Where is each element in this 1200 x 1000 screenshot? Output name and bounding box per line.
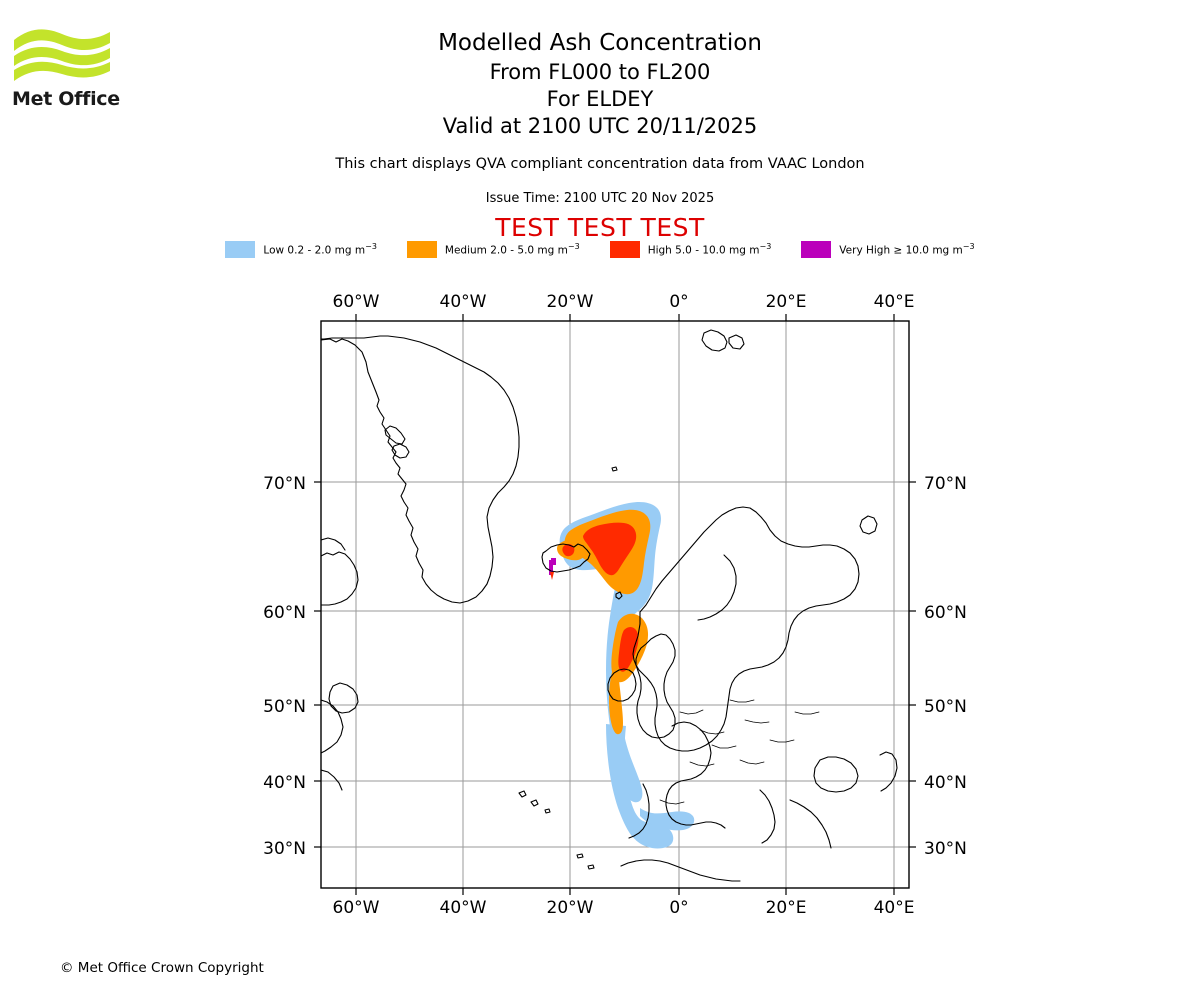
legend-swatch-high <box>609 241 640 258</box>
ytick-label-right-40: 40°N <box>924 773 967 793</box>
legend-label-high: High 5.0 - 10.0 mg m−3 <box>647 242 772 257</box>
legend-swatch-medium <box>406 241 437 258</box>
plume-high-source-red <box>550 572 554 580</box>
coastline-azores-3 <box>544 808 551 814</box>
xtick-label-top-4: 20°E <box>766 292 807 312</box>
ytick-label-right-60: 60°N <box>924 603 967 623</box>
coastline-scandinavia <box>632 506 860 752</box>
legend-item-very-high: Very High ≥ 10.0 mg m−3 <box>801 241 975 258</box>
map-coastlines <box>321 329 898 882</box>
plume-low-hook <box>640 808 695 831</box>
xtick-label-top-1: 40°W <box>440 292 487 312</box>
coastline-west-europe <box>665 721 726 829</box>
xtick-label-bottom-0: 60°W <box>333 898 380 918</box>
xtick-label-bottom-4: 20°E <box>766 898 807 918</box>
ash-plume <box>549 502 695 849</box>
coastline-faroes <box>615 591 623 600</box>
coastline-canaries <box>587 864 595 870</box>
coastline-baltic <box>697 554 737 621</box>
plume-high-east <box>583 522 637 576</box>
copyright-notice: © Met Office Crown Copyright <box>60 960 264 976</box>
coastline-ireland <box>607 668 637 702</box>
plume-medium-neck <box>609 670 623 735</box>
coastline-mediterranean-east <box>789 799 832 849</box>
coastline-north-africa <box>620 859 741 882</box>
title-block: Modelled Ash Concentration From FL000 to… <box>0 28 1200 140</box>
coastline-black-sea <box>813 756 859 793</box>
coastline-italy <box>759 789 776 844</box>
legend-item-low: Low 0.2 - 2.0 mg m−3 <box>225 241 377 258</box>
issue-time: Issue Time: 2100 UTC 20 Nov 2025 <box>485 191 715 206</box>
plume-very-high-source-2 <box>551 558 556 565</box>
coastline-canada-labrador <box>321 551 359 606</box>
ytick-label-right-50: 50°N <box>924 697 967 717</box>
coastline-newfoundland <box>328 682 359 714</box>
title-volcano: For ELDEY <box>546 87 654 111</box>
coastline-svalbard-2 <box>728 334 745 350</box>
met-office-logo: Met Office <box>12 26 132 116</box>
map-border <box>320 320 910 889</box>
xtick-label-bottom-2: 20°W <box>547 898 594 918</box>
plume-low-tail <box>606 724 674 849</box>
coastline-great-britain <box>635 633 676 739</box>
coastline-iberia <box>628 783 650 839</box>
legend-item-high: High 5.0 - 10.0 mg m−3 <box>609 241 772 258</box>
coastline-usa-east <box>321 769 343 791</box>
coastline-madeira <box>576 853 584 859</box>
coastline-white-sea <box>859 515 878 535</box>
title-flight-levels: From FL000 to FL200 <box>489 60 711 84</box>
title-valid-time: Valid at 2100 UTC 20/11/2025 <box>442 114 758 138</box>
ytick-label-left-30: 30°N <box>263 839 306 859</box>
xtick-label-top-2: 20°W <box>547 292 594 312</box>
ytick-label-right-30: 30°N <box>924 839 967 859</box>
logo-text: Met Office <box>12 88 120 110</box>
ytick-label-left-40: 40°N <box>263 773 306 793</box>
coastline-greenland-island <box>391 443 410 459</box>
ytick-label-right-70: 70°N <box>924 474 967 494</box>
legend: Low 0.2 - 2.0 mg m−3 Medium 2.0 - 5.0 mg… <box>0 241 1200 258</box>
legend-item-medium: Medium 2.0 - 5.0 mg m−3 <box>406 241 580 258</box>
legend-label-low: Low 0.2 - 2.0 mg m−3 <box>263 242 377 257</box>
plume-high-iceland <box>562 543 575 557</box>
coastline-svalbard <box>701 329 728 352</box>
legend-label-medium: Medium 2.0 - 5.0 mg m−3 <box>444 242 580 257</box>
map-ticks <box>314 314 916 895</box>
legend-label-very-high: Very High ≥ 10.0 mg m−3 <box>839 242 975 257</box>
page-title: Modelled Ash Concentration <box>438 30 762 56</box>
map-gridlines <box>321 321 909 888</box>
ytick-label-left-70: 70°N <box>263 474 306 494</box>
legend-swatch-very-high <box>801 241 832 258</box>
chart-subtitle: This chart displays QVA compliant concen… <box>335 156 865 172</box>
coastline-greenland-fjords <box>384 425 406 445</box>
coastline-azores-2 <box>530 799 539 807</box>
coastline-greenland <box>321 335 520 604</box>
xtick-label-top-3: 0° <box>669 292 688 312</box>
coastline-north-america-east <box>321 699 344 754</box>
xtick-label-top-0: 60°W <box>333 292 380 312</box>
coastline-jan-mayen <box>611 466 618 472</box>
xtick-label-bottom-3: 0° <box>669 898 688 918</box>
xtick-label-bottom-1: 40°W <box>440 898 487 918</box>
ytick-label-left-60: 60°N <box>263 603 306 623</box>
coastline-iceland <box>541 543 591 573</box>
test-banner: TEST TEST TEST <box>495 213 705 242</box>
coastline-caspian <box>879 751 898 792</box>
xtick-label-bottom-5: 40°E <box>874 898 915 918</box>
coastline-azores-1 <box>518 790 527 798</box>
ytick-label-left-50: 50°N <box>263 697 306 717</box>
plume-high-south <box>618 627 639 672</box>
coastline-canada-north <box>321 537 346 551</box>
map-borders <box>659 699 820 805</box>
met-office-waves-icon <box>14 29 110 81</box>
xtick-label-top-5: 40°E <box>874 292 915 312</box>
legend-swatch-low <box>225 241 256 258</box>
